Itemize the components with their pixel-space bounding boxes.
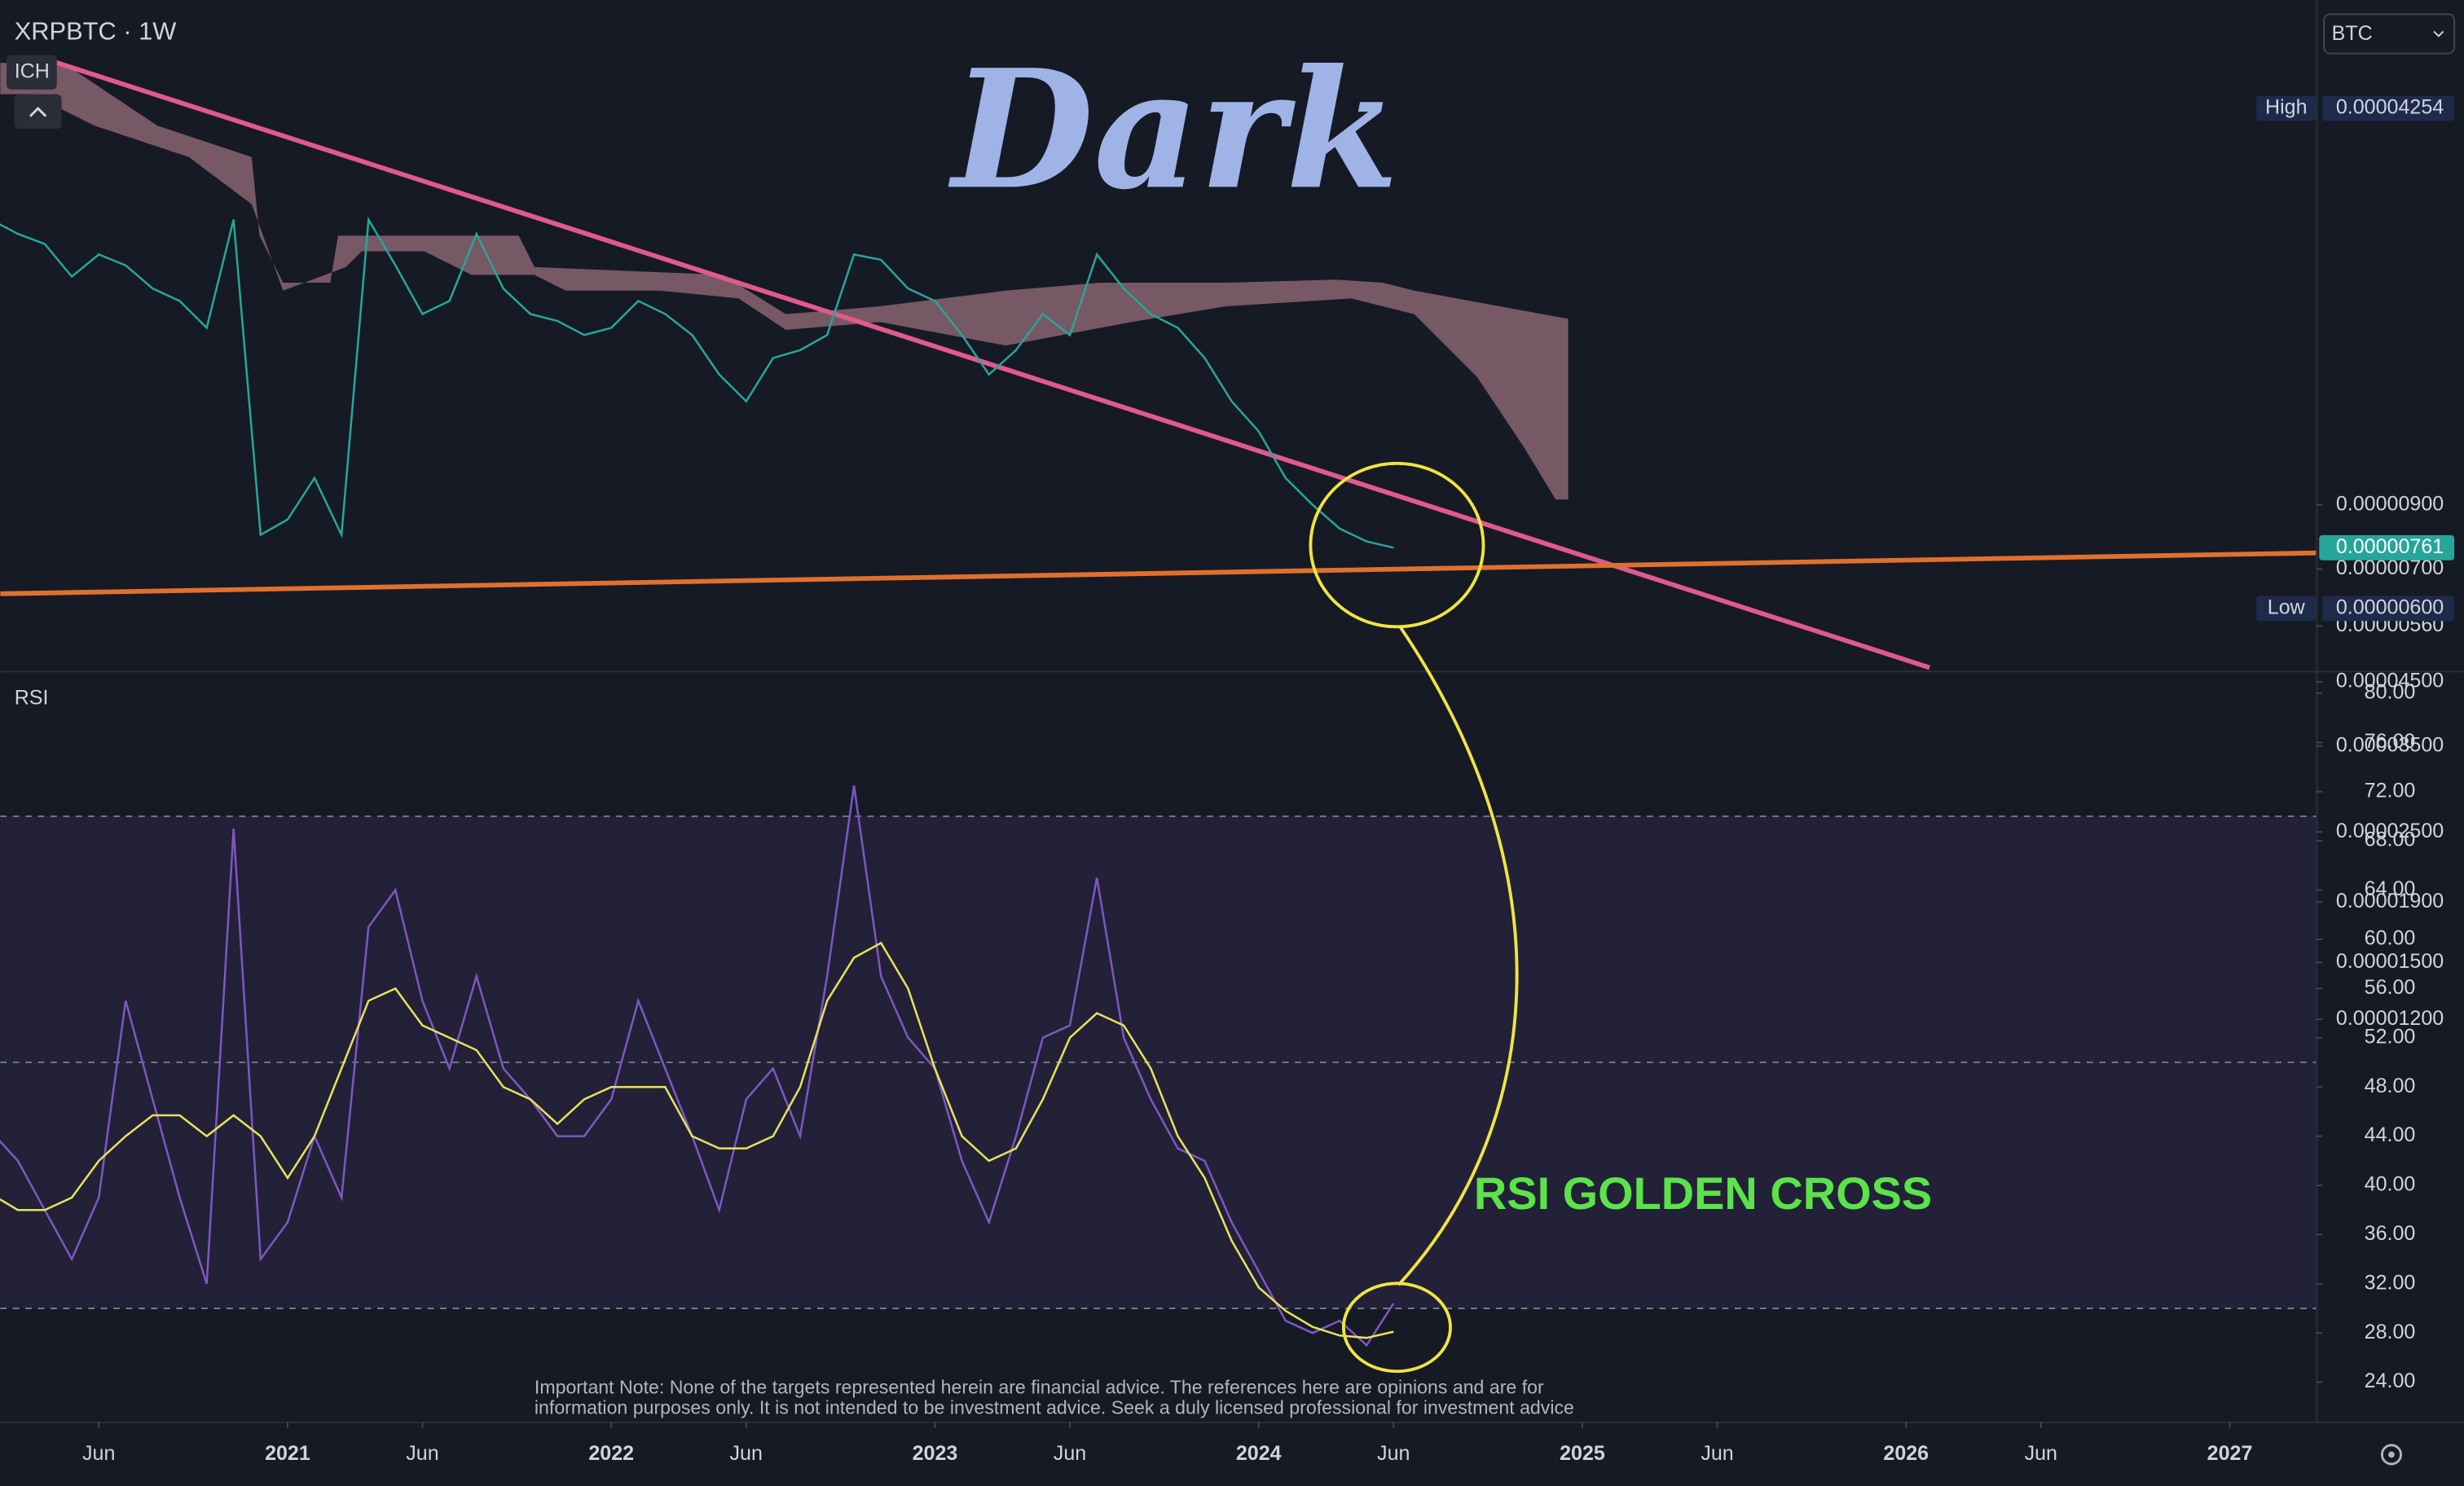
- x-tick-label: Jun: [730, 1442, 763, 1465]
- x-tick-label: 2021: [265, 1442, 310, 1465]
- x-tick-label: 2023: [913, 1442, 958, 1465]
- note: Important Note: None of the targets repr…: [535, 1377, 1544, 1398]
- x-tick-label: Jun: [406, 1442, 438, 1465]
- y-tick-label: 80.00: [2365, 681, 2416, 704]
- price-marker-name: Low: [2268, 596, 2306, 618]
- y-tick-label: 68.00: [2365, 829, 2416, 851]
- x-tick-label: 2026: [1883, 1442, 1929, 1465]
- y-tick-label: 0.00003500: [2336, 733, 2444, 756]
- x-tick-label: 2025: [1560, 1442, 1605, 1465]
- y-tick-label: 36.00: [2365, 1222, 2416, 1245]
- y-tick-label: 40.00: [2365, 1173, 2416, 1196]
- price-marker-label: 0.00004254: [2336, 95, 2444, 118]
- dropdown-icon: [2433, 30, 2444, 37]
- y-tick-label: 48.00: [2365, 1075, 2416, 1097]
- x-tick-label: 2024: [1236, 1442, 1282, 1465]
- x-tick-label: Jun: [1701, 1442, 1733, 1465]
- y-tick-label: 52.00: [2365, 1025, 2416, 1048]
- y-tick-label: 0.00001500: [2336, 950, 2444, 973]
- y-tick-label: 0.00001200: [2336, 1007, 2444, 1030]
- highlight-circle: [1309, 461, 1485, 629]
- note: information purposes only. It is not int…: [535, 1397, 1574, 1418]
- symbol-box: [7, 12, 183, 54]
- y-tick-label: 64.00: [2365, 877, 2416, 900]
- y-tick-label: 60.00: [2365, 927, 2416, 950]
- y-tick-label: 76.00: [2365, 730, 2416, 753]
- currency[interactable]: BTC: [2332, 22, 2373, 45]
- price-marker: [2322, 95, 2455, 121]
- annotation: RSI GOLDEN CROSS: [1474, 1167, 1932, 1219]
- price-marker: [2322, 596, 2455, 622]
- price-marker-name-box: [2256, 596, 2317, 622]
- price-marker-label: 0.00000600: [2336, 596, 2444, 618]
- price-marker-name: High: [2265, 95, 2308, 118]
- currency-select[interactable]: [2323, 13, 2456, 55]
- series-line: [0, 941, 1394, 1339]
- x-tick-label: 2027: [2207, 1442, 2253, 1465]
- y-tick-label: 0.00004500: [2336, 670, 2444, 692]
- settings-icon[interactable]: [2380, 1444, 2402, 1466]
- y-tick-label: 0.00000900: [2336, 492, 2444, 515]
- x-tick-label: Jun: [1054, 1442, 1086, 1465]
- settings-icon: [2388, 1451, 2395, 1458]
- y-tick-label: 28.00: [2365, 1321, 2416, 1343]
- price-marker-name-box: [2256, 95, 2317, 121]
- indicator-box[interactable]: [7, 55, 57, 90]
- watermark: Dark: [948, 34, 1398, 226]
- connector-arrow: [1397, 626, 1519, 1286]
- pane-title: RSI: [15, 687, 49, 710]
- x-tick-label: Jun: [2025, 1442, 2057, 1465]
- y-tick-label: 32.00: [2365, 1271, 2416, 1294]
- y-tick-label: 44.00: [2365, 1123, 2416, 1146]
- indicator[interactable]: ICH: [15, 59, 50, 82]
- y-tick-label: 0.00000700: [2336, 556, 2444, 579]
- plots: 0.00004500 0.00003500 0.00002500 0.00001900…: [0, 95, 2455, 1465]
- x-tick-label: Jun: [1377, 1442, 1410, 1465]
- series-line: [0, 216, 1394, 549]
- x-tick-label: 2022: [588, 1442, 634, 1465]
- collapse-icon: [29, 106, 47, 117]
- y-tick-label: 24.00: [2365, 1369, 2416, 1392]
- collapse-button[interactable]: [14, 94, 62, 130]
- support-line: [0, 550, 2317, 596]
- last-price-marker: [2319, 534, 2455, 561]
- y-tick-label: 56.00: [2365, 976, 2416, 999]
- last-price-label: 0.00000761: [2336, 535, 2444, 558]
- y-tick-label: 0.00002500: [2336, 820, 2444, 842]
- x-tick-label: Jun: [82, 1442, 115, 1465]
- y-tick-label: 0.00001900: [2336, 890, 2444, 912]
- symbol[interactable]: XRPBTC · 1W: [15, 17, 177, 46]
- ichimoku-cloud: [0, 63, 1569, 500]
- y-tick-label: 72.00: [2365, 779, 2416, 802]
- highlight-circle: [1341, 1282, 1452, 1374]
